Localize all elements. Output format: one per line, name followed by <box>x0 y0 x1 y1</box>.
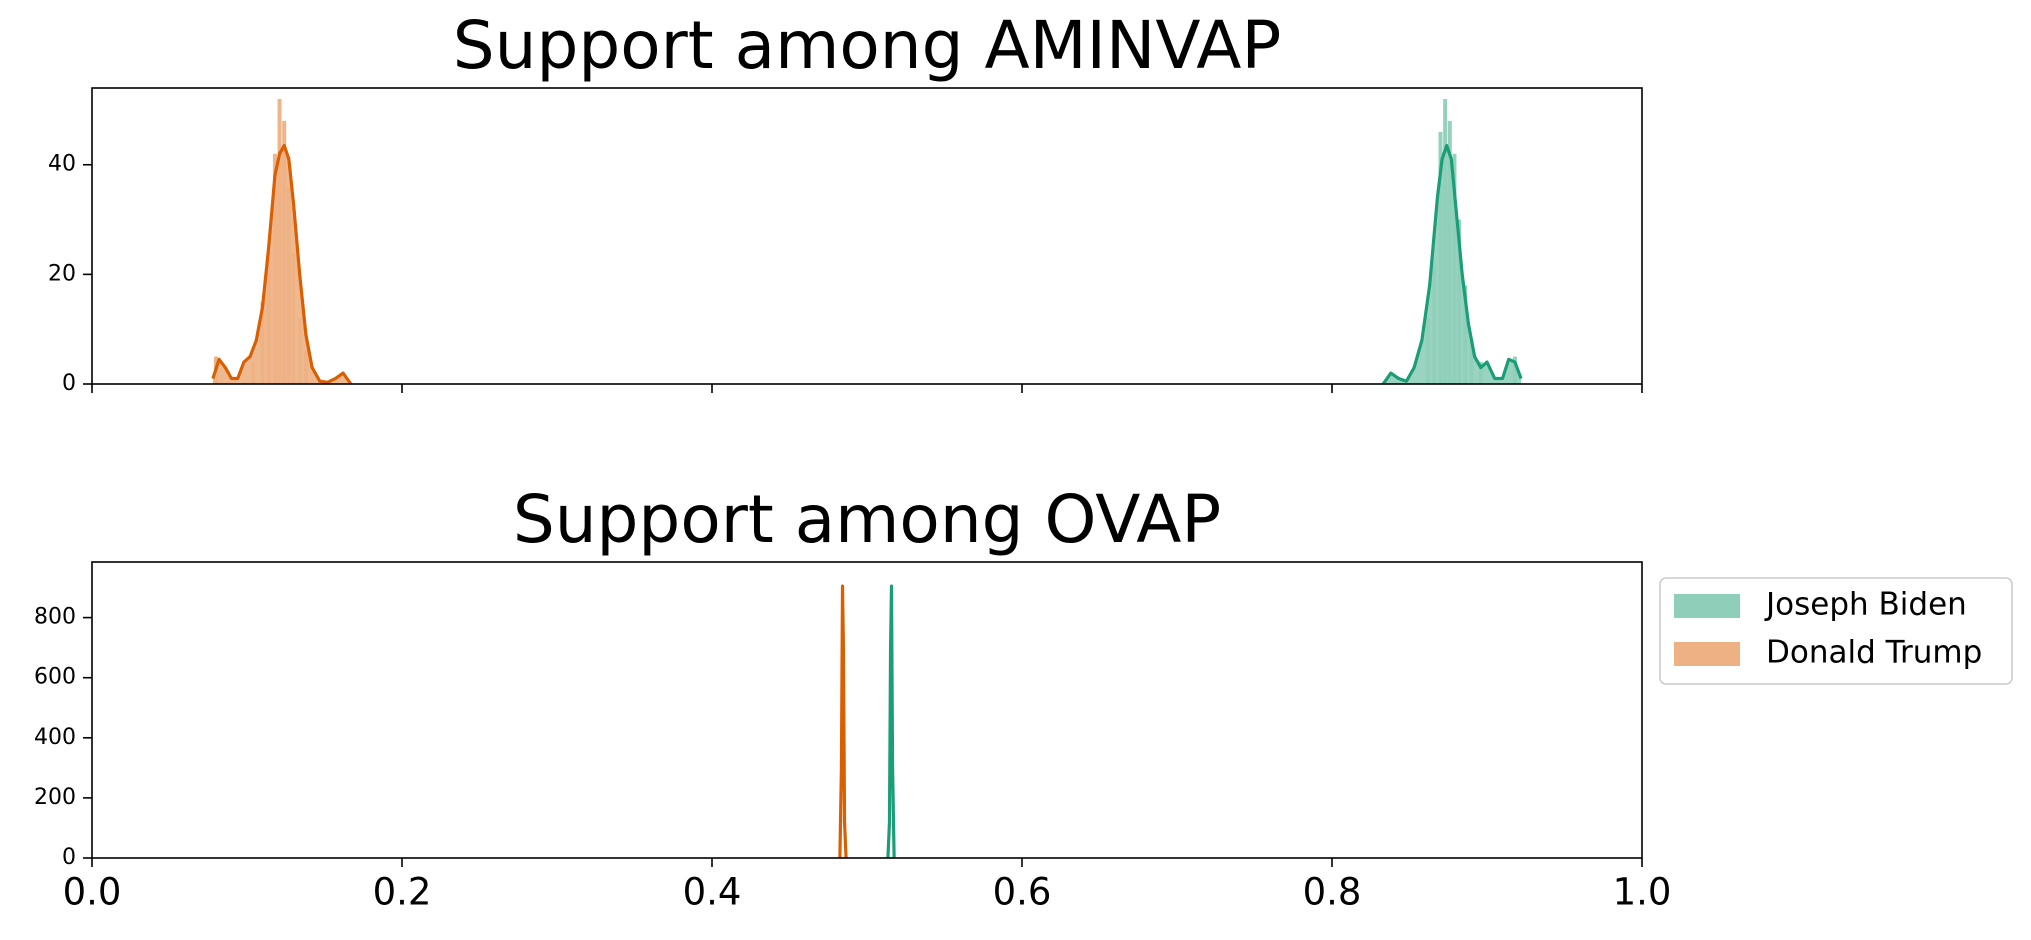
y-tick-label: 400 <box>34 725 76 750</box>
axes-frame <box>91 561 1643 859</box>
legend-label: Donald Trump <box>1766 635 1982 671</box>
y-tick-label: 20 <box>48 261 76 286</box>
kde-line-joseph-biden <box>886 584 896 859</box>
y-tick-label: 0 <box>62 845 76 870</box>
x-tick-label: 0.8 <box>1303 871 1362 914</box>
panel-title-0: Support among AMINVAP <box>453 7 1282 84</box>
x-tick-label: 1.0 <box>1613 871 1672 914</box>
kde-line-donald-trump <box>211 143 353 385</box>
hist-area <box>1383 145 1522 384</box>
y-tick-label: 800 <box>34 605 76 630</box>
x-tick-label: 0.2 <box>373 871 432 914</box>
x-tick-label: 0.0 <box>63 871 122 914</box>
y-tick-label: 600 <box>34 665 76 690</box>
hist-area <box>212 145 351 384</box>
kde-line-joseph-biden <box>1381 143 1523 385</box>
y-tick-label: 0 <box>62 371 76 396</box>
y-tick-label: 200 <box>34 785 76 810</box>
axes-frame <box>91 87 1643 385</box>
panel-title-1: Support among OVAP <box>513 481 1221 558</box>
x-tick-label: 0.4 <box>683 871 742 914</box>
legend-swatch <box>1674 642 1740 666</box>
legend-box <box>1659 577 2013 685</box>
x-tick-label: 0.6 <box>993 871 1052 914</box>
kde-line-donald-trump <box>838 584 848 859</box>
legend-swatch <box>1674 594 1740 618</box>
legend-label: Joseph Biden <box>1764 587 1967 623</box>
y-tick-label: 40 <box>48 152 76 177</box>
